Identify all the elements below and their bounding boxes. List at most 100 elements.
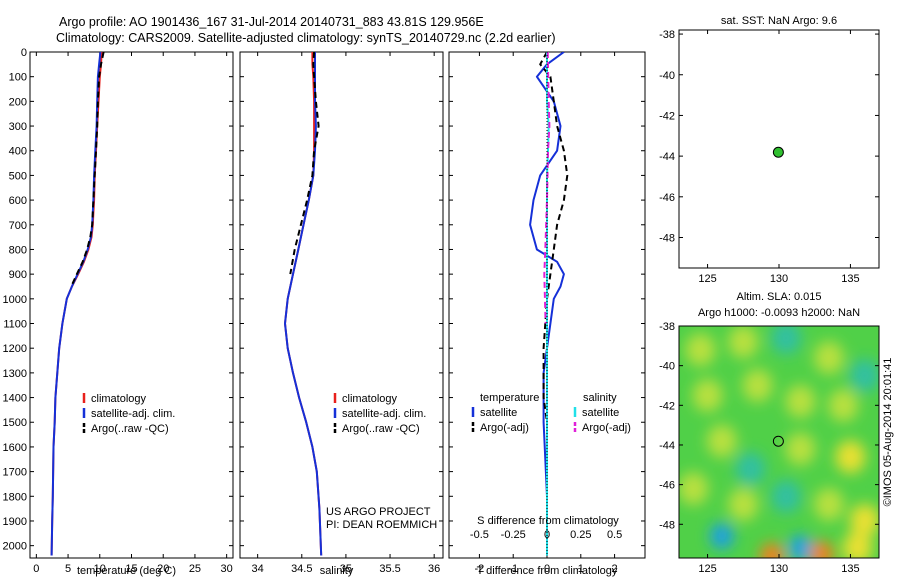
map-title-line1: Altim. SLA: 0.015 [737, 291, 822, 303]
sla-blob [706, 424, 737, 458]
y-tick-label: -44 [659, 440, 675, 452]
y-tick-label: 1400 [3, 393, 27, 405]
sla-field [679, 326, 879, 558]
x-tick-label: 0 [544, 563, 550, 575]
sla-blob [679, 472, 709, 506]
x-tick-label: 30 [221, 563, 233, 575]
x-tick-label: 34 [252, 563, 264, 575]
y-tick-label: -40 [659, 361, 675, 373]
sla-blob [728, 326, 759, 359]
y-tick-label: 1700 [3, 467, 27, 479]
series-line-argo-raw-qc- [70, 52, 105, 287]
sla-blob [809, 540, 834, 558]
y-tick-label: 900 [9, 269, 27, 281]
sla-blob [728, 487, 759, 521]
legend-title: temperature [480, 392, 539, 404]
sla-blob [814, 341, 844, 375]
sla-blob [828, 388, 859, 422]
sla-blob [785, 432, 816, 466]
y-tick-label: 1000 [3, 294, 27, 306]
y-tick-label: 2000 [3, 541, 27, 553]
y-tick-label: -48 [659, 232, 675, 244]
y-tick-label: 1200 [3, 343, 27, 355]
sla-blob [685, 333, 716, 367]
figure-title-line1: Argo profile: AO 1901436_167 31-Jul-2014… [59, 15, 484, 29]
x-tick-label: 130 [770, 273, 788, 285]
legend-label: climatology [91, 393, 147, 405]
y-tick-label: -46 [659, 192, 675, 204]
sla-blobs [679, 326, 879, 558]
argo-location-marker [772, 435, 784, 447]
legend-label: satellite [480, 407, 517, 419]
y-tick-label: -48 [659, 519, 675, 531]
y-tick-label: 1500 [3, 417, 27, 429]
sla-blob [735, 452, 766, 486]
sla-blob [785, 384, 816, 418]
map-title-line2: Argo h1000: -0.0093 h2000: NaN [698, 307, 860, 319]
y-tick-label: -44 [659, 151, 675, 163]
legend-label: Argo(..raw -QC) [91, 423, 169, 435]
x-tick-label: 125 [698, 563, 716, 575]
panel-salinity-profile: 34 34.5 35 35.5 36 salinity climatology satelli… [239, 51, 444, 577]
y-tick-label: 1300 [3, 368, 27, 380]
sla-blob [759, 542, 784, 558]
x-axis-label: temperature (deg C) [77, 565, 176, 577]
y-tick-label: -38 [659, 29, 675, 41]
x-tick-label: 15 [125, 563, 137, 575]
legend-label: satellite-adj. clim. [91, 408, 175, 420]
x-tick-label: 36 [428, 563, 440, 575]
legend-label: Argo(-adj) [582, 422, 631, 434]
sla-blob [709, 522, 734, 550]
map-title: sat. SST: NaN Argo: 9.6 [721, 15, 837, 27]
x-tick-label: 130 [770, 563, 788, 575]
x-tick-label: 125 [698, 273, 716, 285]
y-tick-label: 600 [9, 195, 27, 207]
y-tick-label: -42 [659, 400, 675, 412]
y-tick-label: 400 [9, 146, 27, 158]
sla-blob [742, 368, 773, 402]
x-tick-label: 34.5 [291, 563, 312, 575]
sla-blob [788, 534, 813, 558]
x-tick-label: -1 [508, 563, 518, 575]
panel-difference-profile: -2 -1 0 1 2T difference from climatology -0.5… [448, 51, 646, 577]
y-tick-label: -46 [659, 480, 675, 492]
x-tick-label: 135 [841, 273, 859, 285]
y-tick-label: 500 [9, 170, 27, 182]
y-tick-label: 1100 [3, 319, 27, 331]
x-axis-label: salinity [320, 565, 354, 577]
y-tick-label: 0 [21, 47, 27, 59]
sla-blob [842, 531, 873, 558]
y-tick-label: 1600 [3, 442, 27, 454]
x-tick-label: 35 [340, 563, 352, 575]
temperature-profile-series [50, 52, 105, 556]
annotation-line: US ARGO PROJECT [326, 506, 431, 518]
x-tick-label: -2 [475, 563, 485, 575]
x-tick-label-salinity: 0.25 [570, 529, 591, 541]
temperature-profile-frame [29, 51, 234, 559]
x-tick-label-salinity: 0.5 [607, 529, 622, 541]
series-line-argo-raw-qc- [289, 52, 320, 275]
y-tick-label: -42 [659, 110, 675, 122]
x-tick-label: 2 [612, 563, 618, 575]
y-tick-label: 800 [9, 244, 27, 256]
sla-blob [692, 378, 723, 412]
y-tick-label: -40 [659, 70, 675, 82]
legend-label: climatology [342, 393, 398, 405]
y-tick-label: -38 [659, 321, 675, 333]
series-line-temperature-argo-adj- [539, 52, 569, 423]
sla-blob [835, 440, 866, 474]
y-tick-label: 100 [9, 72, 27, 84]
imos-side-label: ©IMOS 05-Aug-2014 20:01:41 [882, 358, 894, 507]
x-axis-label-salinity: S difference from climatology [477, 515, 619, 527]
sla-blob [849, 359, 879, 393]
panel-temperature-profile: 0100200300400500600700800900100011001200… [3, 47, 234, 577]
x-tick-label: 135 [841, 563, 859, 575]
x-tick-label: 0 [33, 563, 39, 575]
legend-title: salinity [583, 392, 617, 404]
legend-label: Argo(..raw -QC) [342, 423, 420, 435]
legend-label: Argo(-adj) [480, 422, 529, 434]
y-tick-label: 700 [9, 220, 27, 232]
panel-sst-location-map: sat. SST: NaN Argo: 9.6 -38 -40 -42 -44 -46 -4… [659, 15, 880, 285]
x-tick-label-salinity: -0.5 [470, 529, 489, 541]
x-tick-label-salinity: -0.25 [501, 529, 526, 541]
